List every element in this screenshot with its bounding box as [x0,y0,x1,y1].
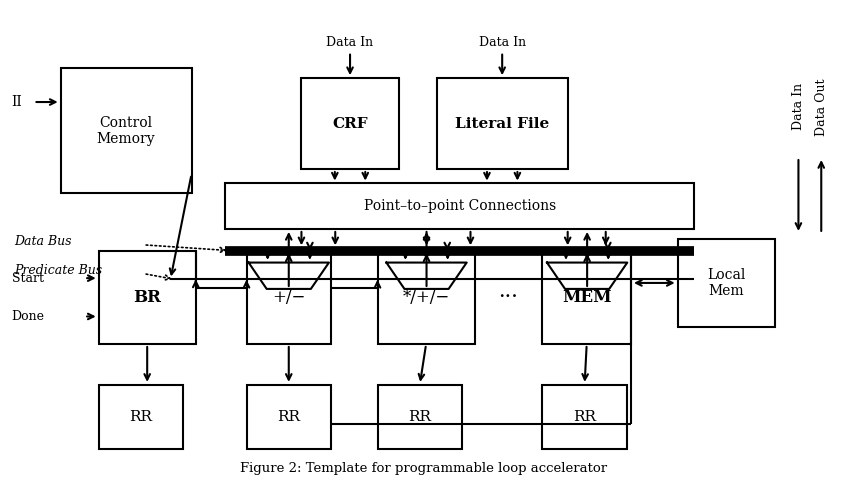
FancyBboxPatch shape [98,385,183,449]
Text: CRF: CRF [332,117,368,131]
Text: RR: RR [130,410,153,424]
Text: II: II [12,95,22,109]
Text: ···: ··· [499,288,518,307]
Text: Data In: Data In [792,83,805,130]
Text: RR: RR [573,410,596,424]
FancyBboxPatch shape [543,385,627,449]
FancyBboxPatch shape [247,251,331,344]
Text: Figure 2: Template for programmable loop accelerator: Figure 2: Template for programmable loop… [241,462,607,475]
Text: */+/−: */+/− [403,289,449,306]
Polygon shape [248,263,329,289]
Text: Done: Done [12,310,45,323]
Text: RR: RR [408,410,432,424]
Text: MEM: MEM [562,289,611,306]
Text: Data Bus: Data Bus [14,235,71,248]
FancyBboxPatch shape [377,385,462,449]
FancyBboxPatch shape [678,239,775,327]
FancyBboxPatch shape [377,251,475,344]
FancyBboxPatch shape [247,385,331,449]
Text: Point–to–point Connections: Point–to–point Connections [364,199,556,213]
Text: Predicate Bus: Predicate Bus [14,264,103,277]
FancyBboxPatch shape [543,251,631,344]
Polygon shape [387,263,466,289]
Text: RR: RR [277,410,300,424]
FancyBboxPatch shape [60,68,192,193]
FancyBboxPatch shape [301,78,399,169]
Text: Literal File: Literal File [455,117,550,131]
FancyBboxPatch shape [98,251,196,344]
Text: +/−: +/− [272,289,305,306]
Text: Data In: Data In [478,36,526,49]
Text: Data Out: Data Out [815,78,828,135]
Polygon shape [547,263,628,289]
Text: Data In: Data In [326,36,374,49]
Text: Local
Mem: Local Mem [707,268,745,298]
Text: Control
Memory: Control Memory [97,116,155,146]
Text: BR: BR [133,289,161,306]
Text: Start: Start [12,272,43,285]
FancyBboxPatch shape [226,184,695,229]
FancyBboxPatch shape [437,78,567,169]
